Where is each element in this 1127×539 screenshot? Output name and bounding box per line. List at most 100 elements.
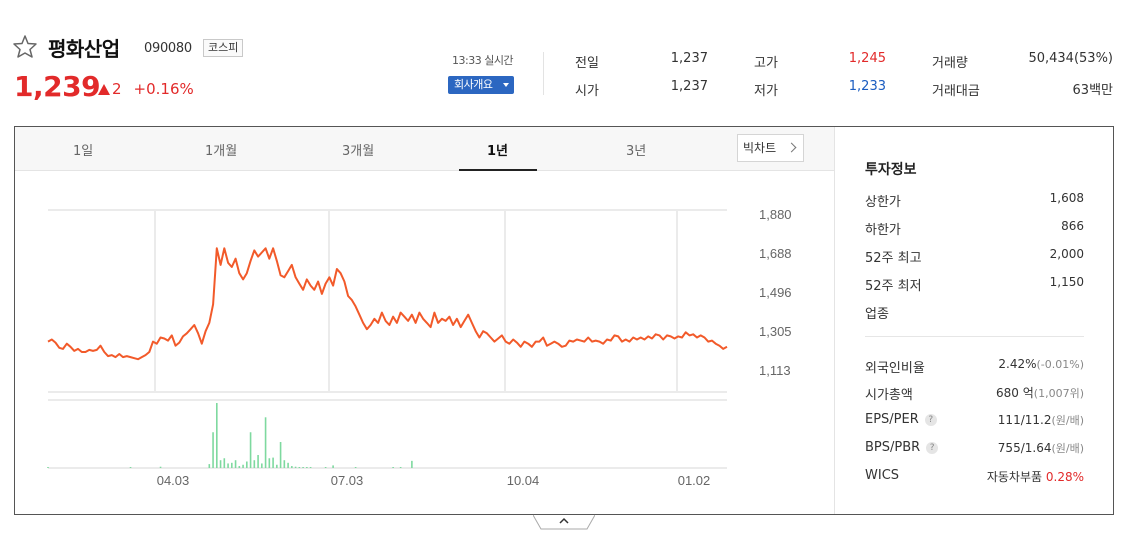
eps-per-text: EPS/PER: [865, 412, 919, 427]
tab-1month[interactable]: 1개월: [205, 144, 238, 159]
eps-per-unit: (원/배): [1051, 414, 1084, 427]
favorite-star-icon[interactable]: [12, 34, 38, 58]
x-axis-ticks: 04.03 07.03 10.04 01.02: [157, 473, 711, 488]
sector-label: 업종: [865, 307, 889, 322]
change-rate: +0.16%: [133, 80, 194, 98]
volume-bar: [268, 458, 271, 468]
market-badge: 코스피: [203, 39, 244, 57]
upper-limit-value: 1,608: [1049, 191, 1084, 205]
bigchart-button[interactable]: 빅차트: [737, 134, 804, 162]
volume-bar: [264, 417, 267, 468]
invest-title: 투자정보: [865, 162, 917, 178]
tab-3year[interactable]: 3년: [626, 144, 647, 159]
volume-bar: [238, 466, 241, 468]
volume-bar: [324, 467, 327, 468]
y-tick-label: 1,305: [759, 324, 792, 339]
amount-value: 63백만: [1072, 83, 1113, 98]
eps-per: 111/11.2: [997, 413, 1052, 427]
volume-bar: [227, 463, 229, 468]
volume-bar: [249, 432, 252, 468]
x-tick-label: 01.02: [678, 473, 711, 488]
low52-label: 52주 최저: [865, 279, 922, 294]
amount-label: 거래대금: [932, 84, 980, 99]
volume-bar: [246, 461, 248, 468]
volume-bar: [298, 467, 301, 468]
chart-panel: 1일 1개월 3개월 1년 3년 빅차트 1,880 1,688 1,496 1,30…: [14, 126, 1114, 515]
investment-info: 투자정보 상한가 1,608 하한가 866 52주 최고 2,000 52주 …: [834, 127, 1113, 514]
price-line: [47, 247, 728, 361]
volume-bar: [294, 466, 297, 468]
volume-bars: [47, 403, 413, 468]
prev-close-label: 전일: [575, 56, 599, 71]
help-icon[interactable]: ?: [926, 442, 939, 454]
realtime-label: 13:33 실시간: [452, 54, 514, 67]
prev-close-value: 1,237: [670, 51, 708, 66]
foreign-ratio-change: (-0.01%): [1036, 358, 1085, 371]
volume-bar: [306, 467, 308, 468]
open-label: 시가: [575, 84, 599, 99]
period-tabs: 1일 1개월 3개월 1년 3년 빅차트: [15, 127, 834, 171]
volume-bar: [411, 460, 413, 468]
lower-limit-value: 866: [1061, 219, 1084, 233]
foreign-ratio-label: 외국인비율: [865, 361, 925, 376]
volume-bar: [242, 464, 244, 468]
volume-bar: [223, 458, 226, 468]
foreign-ratio: 2.42%: [998, 357, 1037, 371]
volume-bar: [279, 442, 282, 468]
bps-pbr-value: 755/1.64(원/배): [998, 440, 1084, 456]
foreign-ratio-value: 2.42%(-0.01%): [998, 357, 1084, 371]
y-tick-label: 1,688: [759, 246, 792, 261]
volume-bar: [287, 462, 289, 468]
volume-bar: [253, 460, 256, 468]
volume-bar: [392, 467, 394, 468]
y-axis-ticks: 1,880 1,688 1,496 1,305 1,113: [759, 207, 792, 378]
bps-pbr-unit: (원/배): [1051, 442, 1084, 455]
high-label: 고가: [754, 56, 778, 71]
current-price: 1,239: [14, 70, 101, 103]
chevron-up-icon: [559, 517, 569, 524]
company-overview-button[interactable]: 회사개요: [448, 76, 514, 94]
volume-bar: [234, 460, 237, 468]
change-amount: 2: [112, 80, 122, 98]
bps-pbr-label: BPS/PBR?: [865, 440, 939, 455]
section-divider: [865, 336, 1084, 337]
price-change: 2 +0.16%: [98, 80, 194, 98]
up-triangle-icon: [98, 83, 110, 95]
volume-bar: [219, 460, 222, 468]
tab-3month[interactable]: 3개월: [342, 144, 375, 159]
x-tick-label: 10.04: [507, 473, 540, 488]
high52-label: 52주 최고: [865, 251, 922, 266]
wics-label: WICS: [865, 468, 900, 483]
upper-limit-label: 상한가: [865, 195, 901, 210]
tab-1day[interactable]: 1일: [73, 144, 94, 159]
help-icon[interactable]: ?: [924, 414, 937, 426]
eps-per-label: EPS/PER?: [865, 412, 937, 427]
market-cap: 680 억: [996, 386, 1034, 400]
collapse-button[interactable]: [533, 514, 595, 530]
volume-bar: [302, 467, 304, 468]
bigchart-label: 빅차트: [743, 141, 777, 155]
high-value: 1,245: [848, 51, 886, 66]
stock-code: 090080: [144, 41, 192, 56]
market-cap-value: 680 억(1,007위): [996, 384, 1084, 401]
wics-rate: 0.28%: [1045, 470, 1084, 484]
volume-label: 거래량: [932, 56, 968, 71]
lower-limit-label: 하한가: [865, 223, 901, 238]
wics-value: 자동차부품 0.28%: [987, 468, 1084, 485]
y-tick-label: 1,880: [759, 207, 792, 222]
low-label: 저가: [754, 84, 778, 99]
volume-bar: [216, 403, 218, 468]
company-overview-label: 회사개요: [454, 78, 493, 91]
volume-bar: [283, 460, 286, 468]
active-tab-indicator: [459, 169, 537, 171]
y-tick-label: 1,113: [759, 363, 791, 378]
tab-1year[interactable]: 1년: [487, 144, 509, 159]
volume-bar: [399, 467, 402, 468]
volume-bar: [332, 465, 334, 468]
x-tick-label: 04.03: [157, 473, 190, 488]
price-chart[interactable]: 1,880 1,688 1,496 1,305 1,113 04.03 07.03 10.0…: [15, 171, 834, 514]
wics-sector[interactable]: 자동차부품: [986, 470, 1043, 484]
x-tick-label: 07.03: [331, 473, 364, 488]
market-cap-label: 시가총액: [865, 388, 913, 403]
chevron-right-icon: [786, 142, 797, 153]
